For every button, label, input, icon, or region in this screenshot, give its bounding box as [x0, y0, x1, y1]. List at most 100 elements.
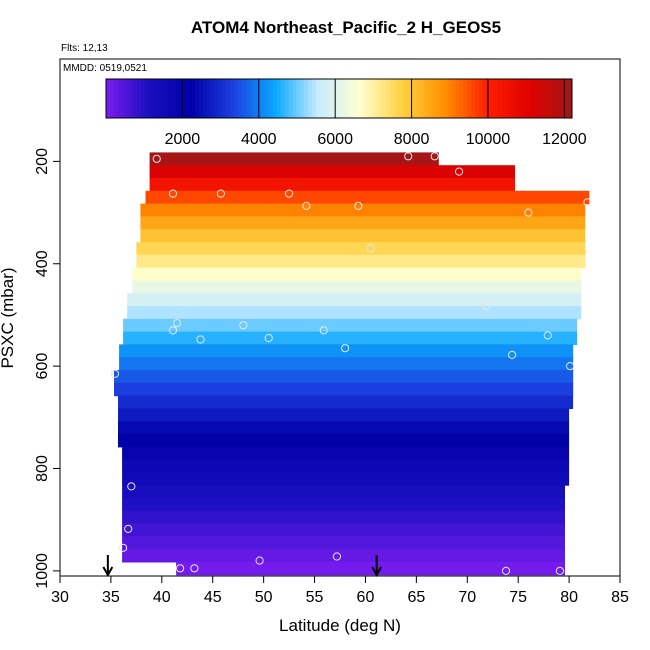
colorbar-segment — [245, 79, 251, 118]
colorbar-segment — [133, 79, 138, 118]
x-tick-label: 55 — [306, 589, 324, 606]
heatmap-band — [114, 382, 574, 397]
colorbar-segment — [241, 79, 247, 118]
colorbar-segment — [486, 79, 491, 118]
colorbar-segment — [148, 79, 154, 118]
observation-point — [176, 564, 185, 573]
colorbar-segment — [564, 79, 569, 118]
plot-frame — [59, 58, 621, 577]
colorbar-segment — [552, 79, 557, 118]
colorbar-segment — [350, 79, 356, 118]
colorbar-segment — [397, 79, 402, 118]
colorbar-segment — [269, 79, 274, 118]
colorbar-segment — [265, 79, 270, 118]
colorbar-segment — [342, 79, 348, 118]
x-tick-label: 35 — [102, 589, 120, 606]
observation-point — [481, 301, 490, 310]
x-tick-label: 70 — [458, 589, 476, 606]
colorbar-tick-label: 2000 — [165, 131, 201, 148]
colorbar-segment — [389, 79, 394, 118]
observation-point — [507, 350, 517, 359]
x-tick-label: 40 — [153, 589, 171, 606]
heatmap-band — [140, 216, 586, 230]
colorbar-segment — [443, 79, 449, 118]
colorbar-segment — [327, 79, 332, 118]
observation-point — [216, 189, 225, 198]
colorbar-tick-label: 8000 — [394, 131, 430, 148]
observation-point — [285, 189, 294, 198]
colorbar-segment — [370, 79, 375, 118]
colorbar-segment — [428, 79, 433, 118]
colorbar-segment — [459, 79, 464, 118]
observation-point — [524, 208, 533, 217]
colorbar-segment — [238, 79, 243, 118]
heatmap-band — [122, 497, 565, 512]
colorbar-segment — [362, 79, 367, 118]
colorbar-segment — [137, 79, 142, 118]
heatmap-band — [149, 152, 439, 166]
colorbar-frame — [105, 78, 573, 119]
heatmap-band — [122, 523, 565, 537]
colorbar-segment — [319, 79, 324, 118]
colorbar-segment — [451, 79, 456, 118]
flight-arrow — [371, 555, 383, 578]
colorbar-segment — [335, 79, 340, 118]
observation-point — [302, 201, 311, 210]
colorbar-segment — [424, 79, 429, 118]
colorbar-tick-label: 4000 — [241, 131, 277, 148]
observation-point — [319, 326, 328, 335]
colorbar-segment — [253, 79, 258, 118]
colorbar-segment — [490, 79, 495, 118]
x-tick-label: 30 — [51, 589, 69, 606]
colorbar-segment — [284, 79, 290, 118]
heatmap-band — [132, 267, 582, 281]
observation-point — [168, 326, 178, 335]
colorbar-segment — [106, 79, 111, 118]
colorbar-segment — [455, 79, 460, 118]
observation-point — [119, 543, 128, 552]
colorbar-segment — [346, 79, 352, 118]
colorbar-segment — [513, 79, 519, 118]
heatmap-band — [149, 178, 516, 192]
heatmap-band — [122, 485, 565, 499]
heatmap-band — [140, 203, 586, 217]
colorbar-tick-label: 12000 — [542, 131, 587, 148]
colorbar-segment — [358, 79, 363, 118]
colorbar-segment — [125, 79, 130, 118]
y-tick-label: 400 — [34, 250, 51, 277]
observation-point — [583, 198, 592, 207]
colorbar-segment — [195, 79, 200, 118]
colorbar-segment — [366, 79, 371, 118]
colorbar-segment — [323, 79, 328, 118]
observation-point — [264, 333, 273, 343]
heatmap-band — [140, 229, 586, 243]
colorbar-segment — [447, 79, 453, 118]
colorbar-tick-label: 6000 — [317, 131, 353, 148]
colorbar-segment — [525, 79, 530, 118]
y-tick-label: 800 — [34, 455, 51, 482]
colorbar-segment — [436, 79, 441, 118]
x-axis-label: Latitude (deg N) — [279, 616, 401, 635]
colorbar-segment — [416, 79, 422, 118]
colorbar-segment — [109, 79, 115, 118]
colorbar-segment — [568, 79, 573, 118]
colorbar-segment — [140, 79, 146, 118]
colorbar-segment — [230, 79, 235, 118]
colorbar-segment — [478, 79, 484, 118]
x-axis: 30 35 40 45 50 55 60 65 70 75 80 85 — [51, 576, 629, 606]
heatmap-band — [145, 190, 590, 205]
colorbar-segment — [172, 79, 177, 118]
colorbar-segment — [339, 79, 344, 118]
colorbar-segment — [463, 79, 468, 118]
colorbar-segment — [537, 79, 542, 118]
colorbar-segment — [432, 79, 437, 118]
heatmap-band — [118, 395, 574, 409]
colorbar-segment — [168, 79, 173, 118]
heatmap-band — [122, 459, 570, 473]
flight-arrow — [102, 555, 114, 578]
colorbar-segment — [214, 79, 220, 118]
colorbar-segment — [405, 79, 410, 118]
colorbar-segment — [234, 79, 239, 118]
colorbar-segment — [300, 79, 305, 118]
observation-point — [430, 152, 439, 161]
